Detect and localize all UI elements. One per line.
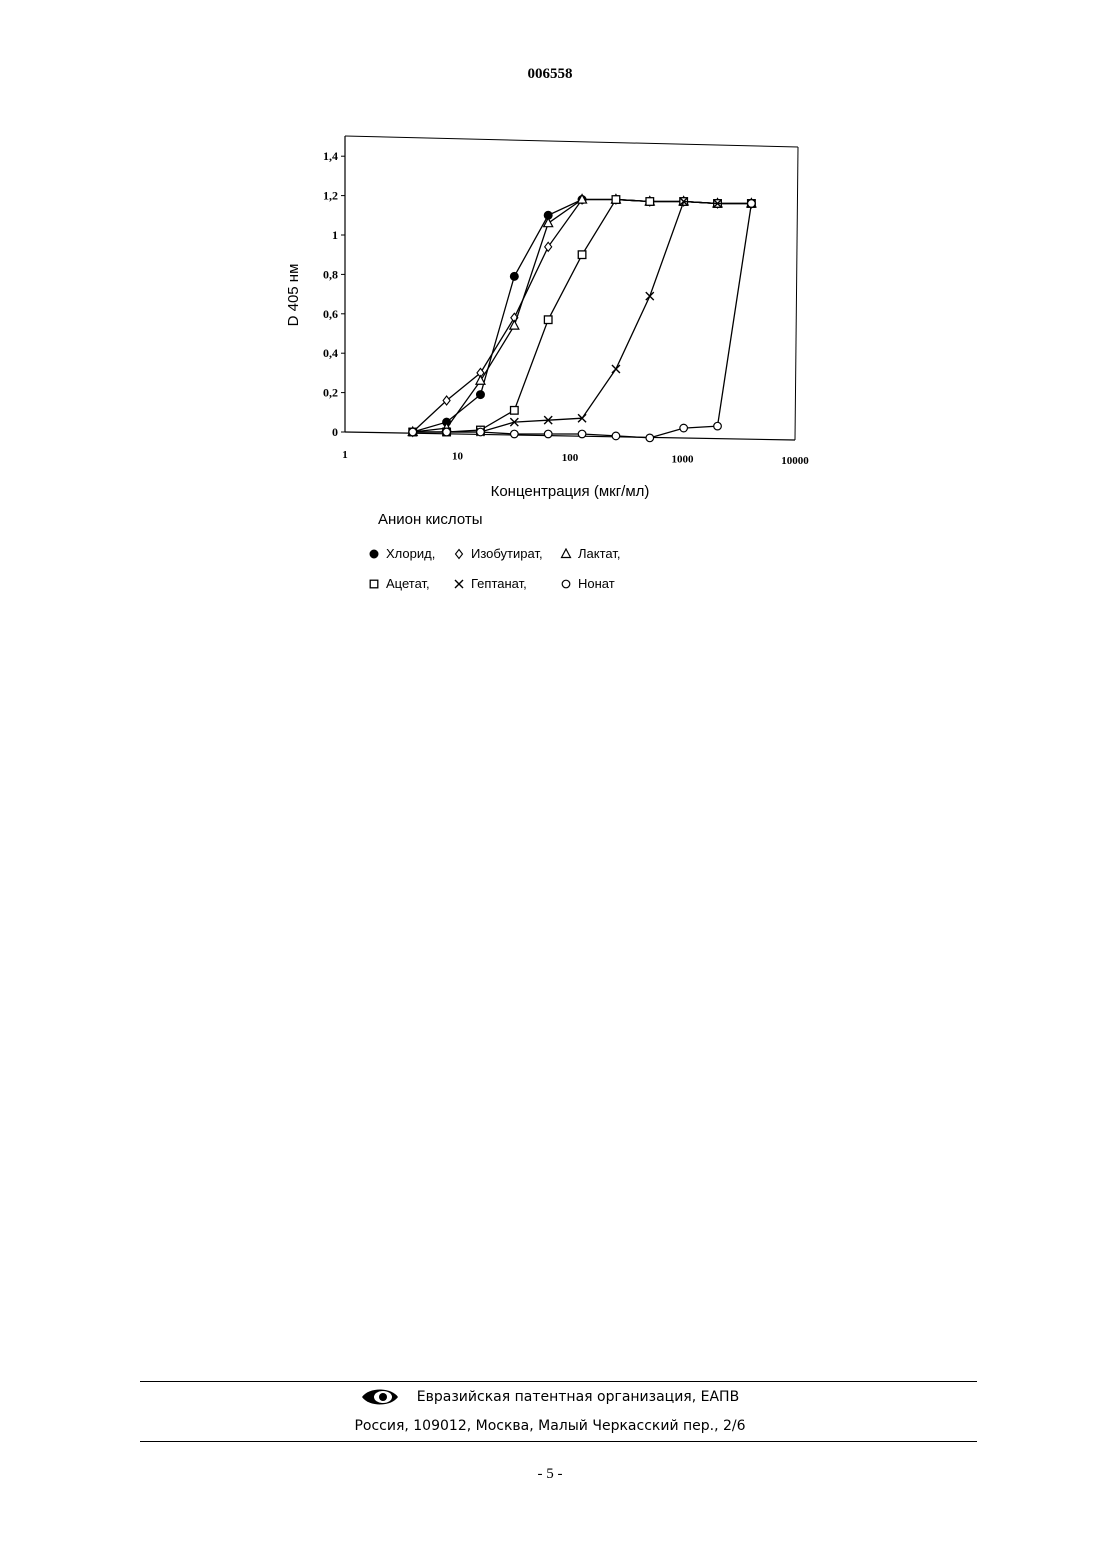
data-point [612, 365, 620, 373]
footer-top-rule [140, 1381, 977, 1382]
diamond-marker-icon [453, 548, 465, 560]
data-point [646, 198, 654, 206]
x-tick-label: 10 [452, 451, 464, 463]
legend-item-label: Изобутират, [471, 546, 543, 561]
legend-item-label: Гептанат, [471, 576, 527, 591]
plot-frame-top [345, 136, 798, 147]
triangle-marker-icon [560, 548, 572, 560]
data-point [748, 200, 756, 208]
x-tick-label: 1 [342, 449, 348, 461]
footer-address: Россия, 109012, Москва, Малый Черкасский… [0, 1418, 1100, 1434]
data-point [476, 376, 485, 385]
legend-marker [455, 580, 463, 588]
data-point [544, 430, 552, 438]
series-line [413, 200, 752, 433]
y-tick-label: 1,4 [323, 149, 338, 163]
data-point [544, 316, 552, 324]
data-point [544, 218, 553, 227]
square-marker-icon [368, 578, 380, 590]
legend-item: Лактат, [560, 546, 620, 561]
circle-marker-icon [560, 578, 572, 590]
series-line [413, 200, 752, 433]
chart: 0 0,2 0,4 0,6 0,8 1 1,2 1,4 1 10 100 1000 10000 D 405… [0, 0, 1100, 620]
plot-frame-right [795, 147, 798, 440]
y-tick-label: 1 [332, 228, 338, 242]
legend-item-label: Нонат [578, 576, 615, 591]
data-point [511, 430, 519, 438]
legend-item-label: Лактат, [578, 546, 620, 561]
legend-title: Анион кислоты [378, 511, 483, 528]
series-2 [408, 195, 756, 436]
series-line [413, 202, 752, 433]
y-tick-label: 0,2 [323, 386, 338, 400]
series-line [413, 200, 752, 433]
series-5 [409, 200, 755, 442]
data-point [510, 272, 518, 280]
data-point [612, 196, 620, 204]
legend-item-label: Ацетат, [386, 576, 430, 591]
series-1 [409, 195, 755, 436]
series-4 [409, 198, 756, 436]
x-axis-label: Концентрация (мкг/мл) [491, 483, 650, 500]
y-tick-label: 0,6 [323, 307, 338, 321]
y-tick-label: 0,4 [323, 346, 338, 360]
x-tick-label: 10000 [781, 455, 809, 467]
page-number: - 5 - [0, 1466, 1100, 1483]
footer-organization-text: Евразийская патентная организация, ЕАПВ [417, 1389, 739, 1405]
data-point [714, 422, 722, 430]
data-point [646, 292, 654, 300]
legend-item: Гептанат, [453, 576, 527, 591]
y-tick-label: 1,2 [323, 189, 338, 203]
x-tick-label: 100 [562, 452, 579, 464]
legend-item: Нонат [560, 576, 615, 591]
legend-item: Хлорид, [368, 546, 435, 561]
series-line [413, 204, 752, 438]
legend-marker [562, 580, 570, 588]
x-tick-label: 1000 [672, 454, 695, 466]
data-point [680, 424, 688, 432]
series-line [413, 200, 752, 433]
data-point [477, 428, 485, 436]
y-axis-label: D 405 нм [285, 264, 302, 327]
legend-marker [370, 550, 378, 558]
legend-item: Ацетат, [368, 576, 430, 591]
data-point [443, 428, 451, 436]
legend-item-label: Хлорид, [386, 546, 435, 561]
series-3 [409, 196, 755, 436]
data-point [578, 430, 586, 438]
eapo-eye-logo-icon [361, 1386, 399, 1408]
data-point [511, 407, 519, 415]
data-point [476, 391, 484, 399]
footer-bottom-rule [140, 1441, 977, 1442]
legend-item: Изобутират, [453, 546, 543, 561]
y-tick-label: 0,8 [323, 267, 338, 281]
data-point [409, 428, 417, 436]
data-point [612, 432, 620, 440]
x-marker-icon [453, 578, 465, 590]
series-0 [409, 196, 756, 436]
data-point [578, 251, 586, 259]
legend-marker [456, 549, 463, 558]
y-tick-label: 0 [332, 425, 338, 439]
filled-circle-marker-icon [368, 548, 380, 560]
data-point [646, 434, 654, 442]
footer-organization: Евразийская патентная организация, ЕАПВ [0, 1386, 1100, 1408]
legend-marker [370, 580, 378, 588]
legend-marker [562, 549, 571, 558]
